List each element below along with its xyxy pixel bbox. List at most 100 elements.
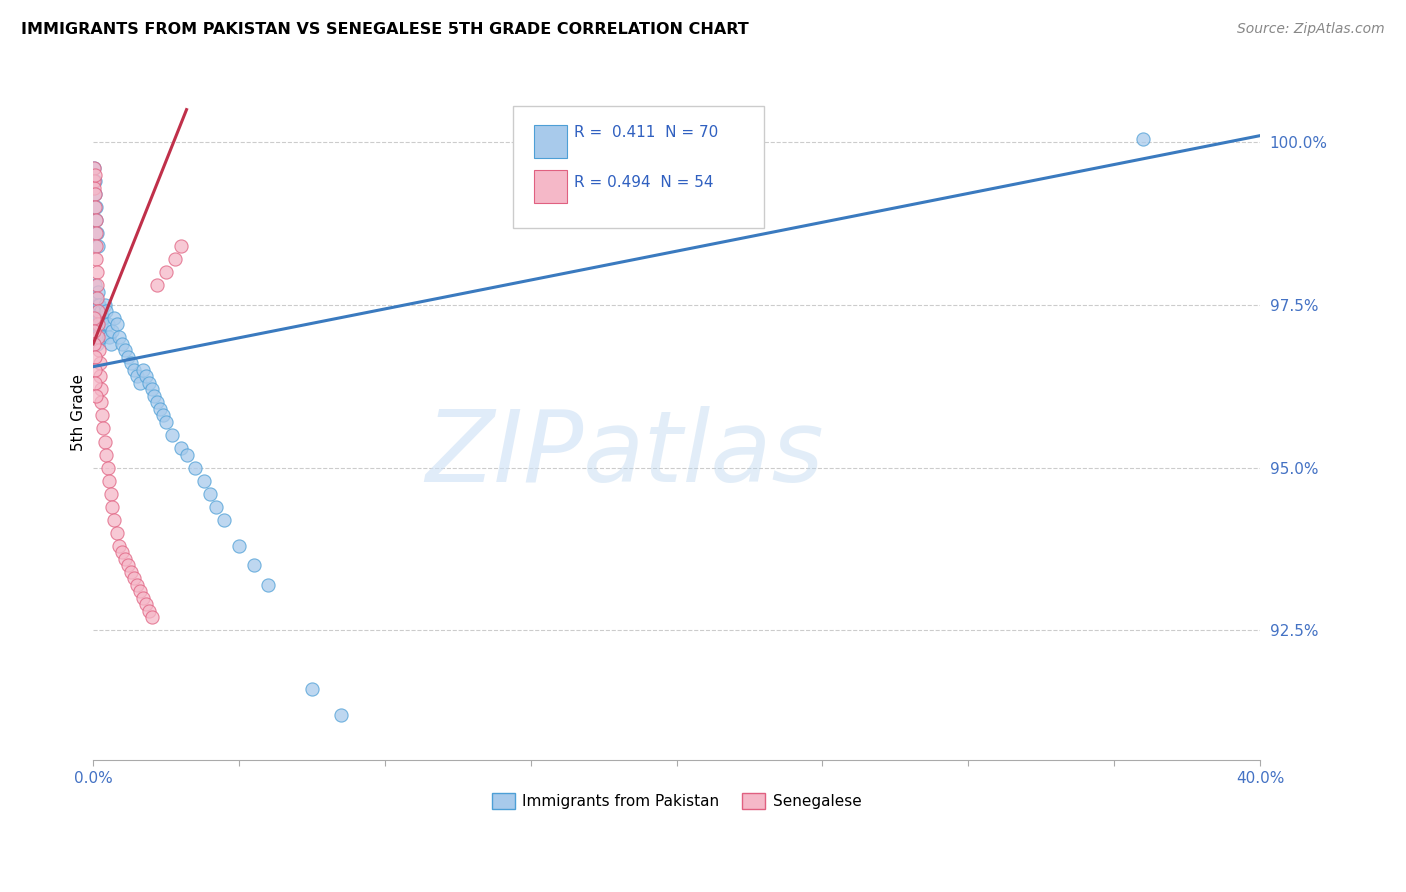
Point bbox=[214, 513, 236, 527]
Text: atlas: atlas bbox=[583, 406, 825, 502]
Point bbox=[94, 298, 117, 312]
Point bbox=[84, 376, 107, 390]
Point bbox=[228, 539, 250, 553]
Point bbox=[120, 356, 142, 370]
Point bbox=[132, 363, 155, 377]
Point bbox=[84, 213, 107, 227]
FancyBboxPatch shape bbox=[513, 106, 763, 227]
Point bbox=[86, 213, 108, 227]
Point bbox=[122, 363, 145, 377]
FancyBboxPatch shape bbox=[534, 125, 567, 158]
Point bbox=[87, 304, 110, 318]
Point bbox=[155, 265, 177, 279]
Point bbox=[141, 383, 163, 397]
Point bbox=[257, 577, 280, 591]
Point bbox=[204, 500, 226, 514]
Point bbox=[93, 310, 115, 325]
Point bbox=[84, 324, 107, 338]
Point bbox=[87, 285, 110, 299]
Point bbox=[84, 227, 107, 241]
Point bbox=[86, 330, 108, 344]
Point bbox=[84, 239, 107, 253]
Point bbox=[84, 389, 107, 403]
Point bbox=[170, 441, 193, 455]
Point bbox=[87, 330, 110, 344]
Point bbox=[114, 551, 136, 566]
Point bbox=[135, 597, 157, 611]
Point bbox=[128, 584, 150, 599]
Point bbox=[89, 356, 111, 370]
Point bbox=[138, 604, 160, 618]
Text: ZIP: ZIP bbox=[425, 406, 583, 502]
Point bbox=[83, 304, 105, 318]
Point bbox=[90, 395, 112, 409]
Point bbox=[89, 369, 111, 384]
Point bbox=[97, 318, 120, 332]
Point bbox=[141, 610, 163, 624]
Point bbox=[152, 409, 174, 423]
Point bbox=[83, 318, 105, 332]
Point bbox=[149, 401, 172, 416]
Point bbox=[198, 486, 221, 500]
Point bbox=[170, 239, 193, 253]
Point bbox=[83, 310, 105, 325]
Point bbox=[301, 681, 323, 696]
Point bbox=[84, 200, 107, 214]
Point bbox=[1132, 132, 1154, 146]
Point bbox=[242, 558, 264, 573]
Point bbox=[83, 350, 105, 364]
Point bbox=[125, 369, 148, 384]
Point bbox=[135, 369, 157, 384]
Point bbox=[86, 239, 108, 253]
Point bbox=[86, 278, 108, 293]
Point bbox=[87, 318, 110, 332]
Text: R =  0.411  N = 70: R = 0.411 N = 70 bbox=[574, 125, 718, 140]
Point bbox=[86, 252, 108, 267]
Point bbox=[96, 304, 118, 318]
Point bbox=[101, 500, 124, 514]
Point bbox=[128, 376, 150, 390]
Point bbox=[84, 187, 107, 202]
Point bbox=[122, 571, 145, 585]
Point bbox=[87, 318, 110, 332]
Text: R = 0.494  N = 54: R = 0.494 N = 54 bbox=[574, 175, 713, 190]
Point bbox=[184, 460, 207, 475]
Point bbox=[86, 310, 108, 325]
Point bbox=[83, 161, 105, 176]
Point bbox=[111, 337, 134, 351]
Point bbox=[84, 363, 107, 377]
Legend: Immigrants from Pakistan, Senegalese: Immigrants from Pakistan, Senegalese bbox=[485, 788, 868, 815]
Point bbox=[84, 291, 107, 305]
Point bbox=[90, 304, 112, 318]
Point bbox=[84, 187, 107, 202]
Point bbox=[176, 448, 198, 462]
Point bbox=[84, 200, 107, 214]
Point bbox=[143, 389, 166, 403]
Point bbox=[87, 298, 110, 312]
Point bbox=[146, 278, 169, 293]
Point bbox=[86, 265, 108, 279]
Point bbox=[93, 421, 115, 435]
Point bbox=[155, 415, 177, 429]
Y-axis label: 5th Grade: 5th Grade bbox=[72, 374, 86, 450]
Point bbox=[97, 460, 120, 475]
Point bbox=[103, 310, 125, 325]
Point bbox=[83, 161, 105, 176]
Point bbox=[117, 350, 139, 364]
Point bbox=[163, 252, 186, 267]
Point bbox=[83, 174, 105, 188]
Point bbox=[101, 324, 124, 338]
Point bbox=[120, 565, 142, 579]
Point bbox=[83, 168, 105, 182]
Text: IMMIGRANTS FROM PAKISTAN VS SENEGALESE 5TH GRADE CORRELATION CHART: IMMIGRANTS FROM PAKISTAN VS SENEGALESE 5… bbox=[21, 22, 749, 37]
Point bbox=[83, 324, 105, 338]
FancyBboxPatch shape bbox=[534, 169, 567, 203]
Point bbox=[86, 298, 108, 312]
Point bbox=[138, 376, 160, 390]
Point bbox=[105, 318, 128, 332]
Point bbox=[98, 474, 121, 488]
Point bbox=[103, 513, 125, 527]
Point bbox=[83, 278, 105, 293]
Point bbox=[83, 180, 105, 194]
Point bbox=[86, 337, 108, 351]
